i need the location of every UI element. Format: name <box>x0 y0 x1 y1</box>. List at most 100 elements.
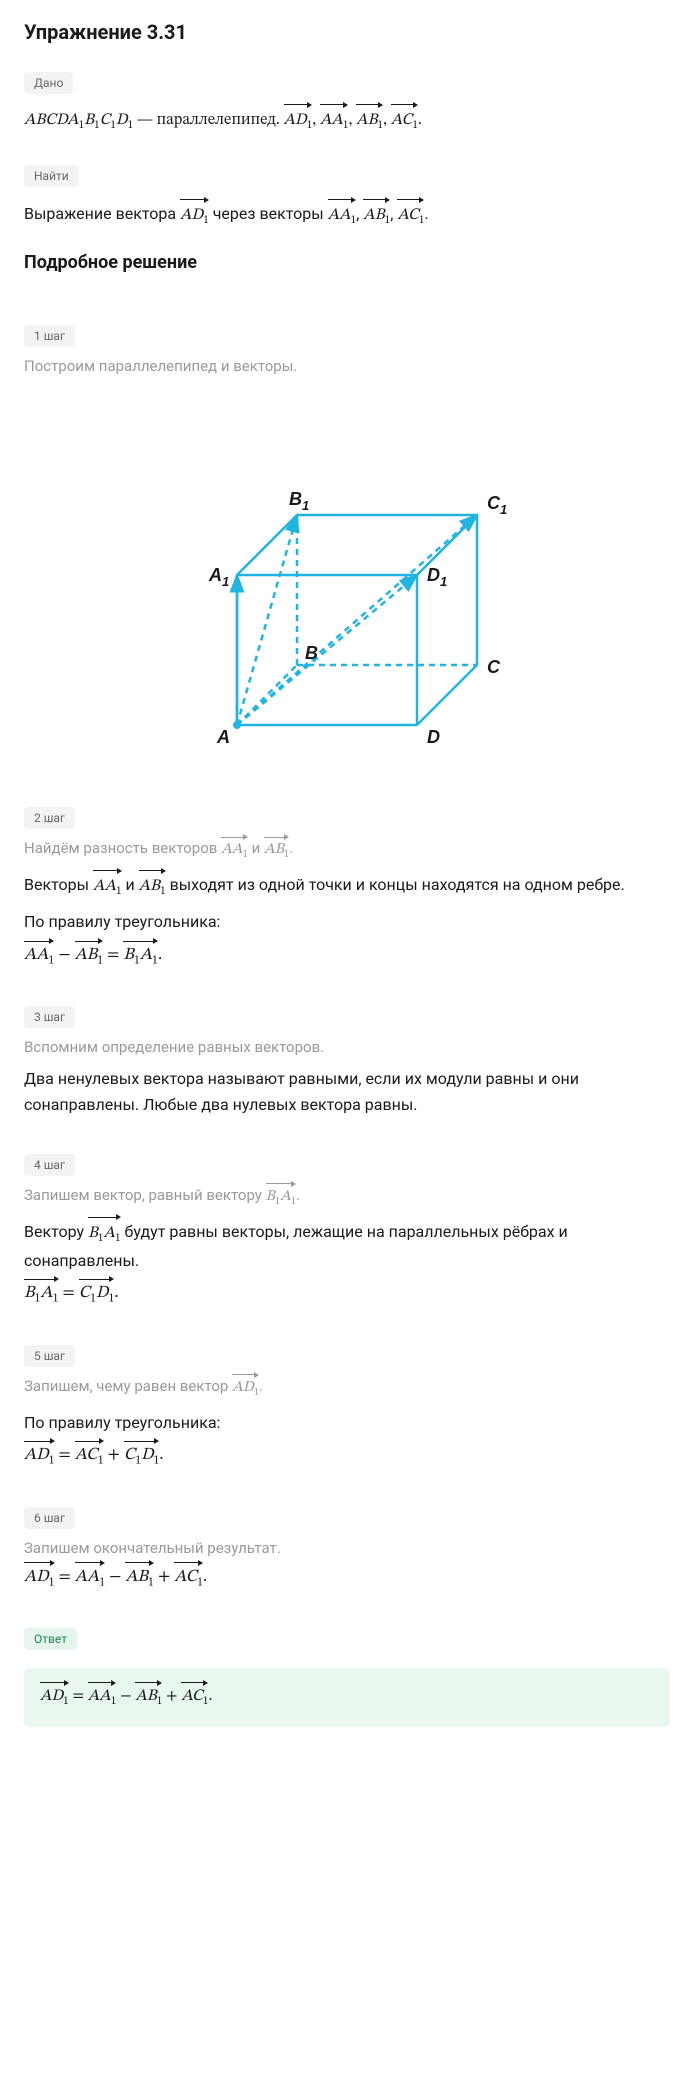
step-1-tag: 1 шаг <box>24 325 75 347</box>
vec-base: AD <box>40 1688 63 1704</box>
vec-base: AB <box>264 842 284 857</box>
vector-AB1: AB1 <box>139 874 166 901</box>
vector-AC1: AC1 <box>397 203 424 230</box>
vec-base: AB <box>125 1569 148 1586</box>
vec-base: D <box>96 1285 108 1302</box>
sub: 1 <box>412 119 418 131</box>
step-3-line1: Два ненулевых вектора называют равными, … <box>24 1066 670 1117</box>
svg-text:D1: D1 <box>427 565 447 589</box>
sub: 1 <box>343 119 349 131</box>
vector-AB1: AB1 <box>264 840 289 862</box>
vector-AB1: AB1 <box>125 1567 154 1590</box>
svg-text:C1: C1 <box>487 493 507 517</box>
vector-AC1: AC1 <box>75 1445 104 1468</box>
vec-base: AD <box>180 207 203 223</box>
vector-AB1: AB1 <box>135 1686 162 1709</box>
text: Выражение вектора <box>24 204 180 223</box>
sub: 1 <box>157 1695 163 1707</box>
exercise-title: Упражнение 3.31 <box>24 20 670 44</box>
text: . <box>296 1186 300 1204</box>
sub: 1 <box>116 885 122 897</box>
sub: 1 <box>99 1576 105 1588</box>
step-4-line1: Вектору B1A1 будут равны векторы, лежащи… <box>24 1219 670 1274</box>
vec-base: AD <box>284 112 307 128</box>
vec-base: AD <box>232 1380 254 1395</box>
sub: 1 <box>419 214 425 226</box>
sub: 1 <box>48 954 54 966</box>
step-3-tag: 3 шаг <box>24 1006 75 1028</box>
sub: 1 <box>254 1388 259 1398</box>
sub: 1 <box>49 1455 55 1467</box>
vec-base: B <box>24 1285 35 1302</box>
solution-title: Подробное решение <box>24 252 670 273</box>
op: − <box>58 947 74 964</box>
text: . <box>424 204 428 223</box>
sub: 1 <box>284 850 289 860</box>
step-6-muted: Запишем окончательный результат. <box>24 1539 670 1557</box>
step-5-tag: 5 шаг <box>24 1345 75 1367</box>
vector-AA1: AA1 <box>75 1567 105 1590</box>
vec-base: AC <box>397 207 419 223</box>
vec-base: AA <box>320 112 343 128</box>
sub: 1 <box>154 1455 160 1467</box>
vector-AD1: AD1 <box>232 1378 259 1400</box>
answer-box: AD1 = AA1 − AB1 + AC1. <box>24 1668 670 1727</box>
vec-base: A <box>40 1285 52 1302</box>
text: . <box>418 112 422 128</box>
op: = <box>59 1569 75 1586</box>
vec-base: B <box>266 1189 275 1204</box>
op: + <box>108 1447 124 1464</box>
vector-AA1: AA1 <box>88 1686 117 1709</box>
svg-text:D: D <box>427 727 440 747</box>
vector-AD1: AD1 <box>284 108 313 135</box>
op: = <box>107 947 123 964</box>
vec-base: AB <box>363 207 384 223</box>
vector-AA1: AA1 <box>93 874 122 901</box>
vec-base: AA <box>24 947 48 964</box>
vec-base: A <box>103 1225 115 1241</box>
text: Векторы <box>24 875 93 894</box>
vector-B1A1: B1A1 <box>24 1283 59 1306</box>
vec-base: C <box>79 1285 90 1302</box>
step-2-tag: 2 шаг <box>24 807 75 829</box>
vector-AD1: AD1 <box>24 1445 55 1468</box>
vector-AD1: AD1 <box>24 1567 55 1590</box>
text: . <box>259 1377 263 1395</box>
vector-AB1: AB1 <box>363 203 390 230</box>
vec-base: AB <box>356 112 377 128</box>
vector-C1D1: C1D1 <box>79 1283 115 1306</box>
step-2-line1: Векторы AA1 и AB1 выходят из одной точки… <box>24 872 670 901</box>
vec-base: AA <box>328 207 351 223</box>
sub: 1 <box>148 1576 154 1588</box>
op: = <box>63 1285 79 1302</box>
svg-text:B: B <box>305 643 318 663</box>
text: Вектору <box>24 1222 88 1241</box>
sub: 1 <box>197 1576 203 1588</box>
vec-base: B <box>123 947 134 964</box>
text: B <box>84 112 94 128</box>
sub: 1 <box>307 119 313 131</box>
find-tag: Найти <box>24 165 79 187</box>
given-line: ABCDA1B1C1D1 — параллелепипед. AD1, AA1,… <box>24 108 670 135</box>
text: . <box>114 1285 118 1302</box>
sub: 1 <box>49 1576 55 1588</box>
text: выходят из одной точки и концы находятся… <box>170 875 625 894</box>
op: = <box>72 1688 87 1704</box>
step-4-tag: 4 шаг <box>24 1154 75 1176</box>
step-3-muted: Вспомним определение равных векторов. <box>24 1038 670 1056</box>
step-6-formula: AD1 = AA1 − AB1 + AC1. <box>24 1567 670 1590</box>
op: − <box>120 1688 135 1704</box>
step-5-muted: Запишем, чему равен вектор AD1. <box>24 1377 670 1400</box>
sub: 1 <box>115 1232 121 1244</box>
text: D <box>116 112 128 128</box>
sub: 1 <box>378 119 384 131</box>
vec-base: AA <box>93 878 116 894</box>
text: C <box>100 112 111 128</box>
vec-base: AC <box>181 1688 203 1704</box>
vec-base: D <box>141 1447 153 1464</box>
text: . <box>159 1447 163 1464</box>
sub: 1 <box>243 850 248 860</box>
sub: 1 <box>351 214 357 226</box>
sub: 1 <box>385 214 391 226</box>
vec-base: A <box>280 1189 291 1204</box>
